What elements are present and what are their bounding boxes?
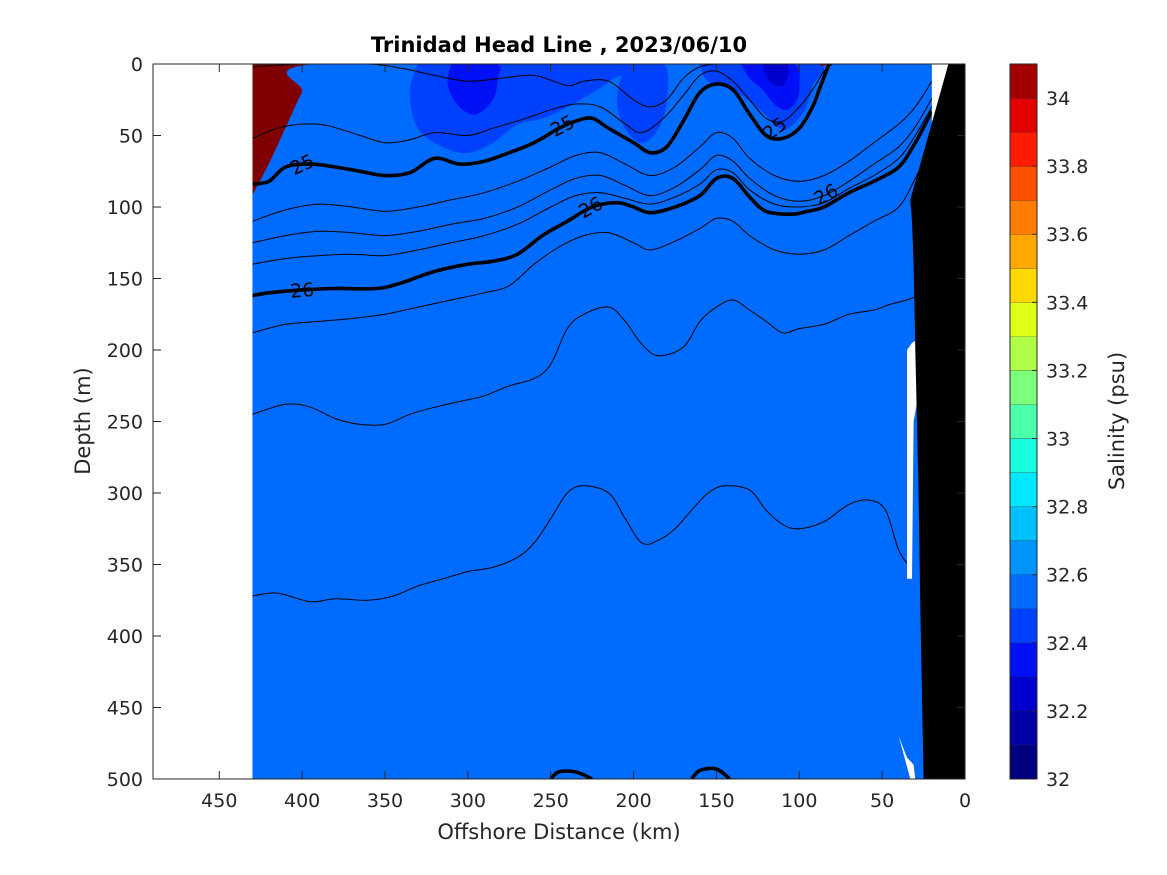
bathymetry [910, 64, 965, 779]
density-contour-3 [252, 64, 750, 108]
colorbar-swatch [1010, 166, 1037, 201]
colorbar-swatch [1010, 302, 1037, 337]
colorbar-label: Salinity (psu) [1105, 352, 1129, 490]
x-tick-label: 0 [959, 790, 971, 812]
x-tick-label: 200 [615, 790, 651, 812]
density-contour-9 [252, 289, 933, 426]
density-contour-11 [549, 769, 593, 779]
colorbar-swatch [1010, 642, 1037, 677]
colorbar-tick-label: 34 [1046, 88, 1070, 110]
bathymetry-shelf [910, 64, 965, 779]
colorbar-swatch [1010, 540, 1037, 575]
y-axis-label: Depth (m) [71, 367, 95, 474]
x-tick-label: 150 [698, 790, 734, 812]
no-data-offshore [153, 64, 253, 779]
fresh-patch-6 [762, 64, 789, 87]
contour-label-4: 26 [289, 279, 315, 303]
colorbar-swatch [1010, 64, 1037, 99]
colorbar-tick-label: 33 [1046, 429, 1070, 451]
colorbar-frame [1009, 63, 1038, 780]
colorbar-swatch [1010, 574, 1037, 609]
colorbar-tick-label: 32.2 [1046, 701, 1088, 723]
x-tick-label: 250 [533, 790, 569, 812]
colorbar-swatch [1010, 404, 1037, 439]
no-data-gap-2 [907, 321, 932, 579]
x-tick-label: 450 [201, 790, 237, 812]
colorbar-swatch [1010, 268, 1037, 303]
x-tick-label: 100 [781, 790, 817, 812]
y-tick-label: 400 [107, 626, 143, 648]
chart-title: Trinidad Head Line , 2023/06/10 [371, 33, 747, 57]
density-contour-1 [252, 64, 831, 186]
x-axis-label: Offshore Distance (km) [437, 820, 680, 844]
density-contour-12 [690, 766, 731, 779]
x-tick-label: 400 [284, 790, 320, 812]
colorbar-swatch [1010, 132, 1037, 167]
density-contour-7 [252, 106, 933, 265]
y-tick-label: 500 [107, 769, 143, 791]
y-tick-label: 150 [107, 269, 143, 291]
colorbar-tick-label: 32.6 [1046, 565, 1088, 587]
colorbar-swatch [1010, 438, 1037, 473]
density-contour-5 [252, 80, 933, 222]
no-data-gap-1 [898, 736, 916, 779]
colorbar-tick-label: 33.2 [1046, 360, 1088, 382]
colorbar-swatch [1010, 370, 1037, 405]
fresh-patch-3 [447, 64, 501, 115]
fresh-patch-2 [616, 64, 669, 143]
y-axis: 0 50 100 150 200 250 300 350 400 450 500 [107, 54, 965, 791]
colorbar-tick-label: 32.4 [1046, 633, 1088, 655]
colorbar-swatch [1010, 200, 1037, 235]
density-contour-4 [252, 64, 833, 144]
colorbar-tick-label: 33.4 [1046, 292, 1088, 314]
y-tick-label: 0 [131, 54, 143, 76]
x-axis: 450 400 350 300 250 200 150 100 50 0 [201, 64, 971, 812]
colorbar-swatch [1010, 744, 1037, 779]
colorbar: 32 32.2 32.4 32.6 32.8 33 33.2 33.4 33.6 33.8 34 [1009, 63, 1088, 791]
colorbar-swatch [1010, 506, 1037, 541]
colorbar-tick-label: 32.8 [1046, 497, 1088, 519]
colorbar-tick-label: 32 [1046, 769, 1070, 791]
colorbar-swatch [1010, 98, 1037, 133]
colorbar-tick-label: 33.6 [1046, 224, 1088, 246]
colorbar-swatch [1010, 234, 1037, 269]
y-tick-label: 200 [107, 340, 143, 362]
colorbar-swatch [1010, 676, 1037, 711]
y-tick-label: 350 [107, 555, 143, 577]
y-tick-label: 100 [107, 197, 143, 219]
y-tick-label: 250 [107, 412, 143, 434]
density-contour-2 [252, 110, 934, 298]
x-tick-label: 50 [870, 790, 894, 812]
colorbar-tick-label: 33.8 [1046, 156, 1088, 178]
x-tick-label: 350 [367, 790, 403, 812]
y-tick-label: 450 [107, 698, 143, 720]
density-contour-10 [252, 485, 911, 603]
y-tick-label: 300 [107, 483, 143, 505]
y-tick-label: 50 [119, 126, 143, 148]
density-contour-8 [252, 142, 933, 334]
colorbar-swatch [1010, 710, 1037, 745]
x-tick-label: 300 [450, 790, 486, 812]
colorbar-swatch [1010, 336, 1037, 371]
density-contour-6 [252, 98, 933, 244]
colorbar-swatch [1010, 472, 1037, 507]
colorbar-swatch [1010, 608, 1037, 643]
salinity-bands [252, 64, 933, 779]
